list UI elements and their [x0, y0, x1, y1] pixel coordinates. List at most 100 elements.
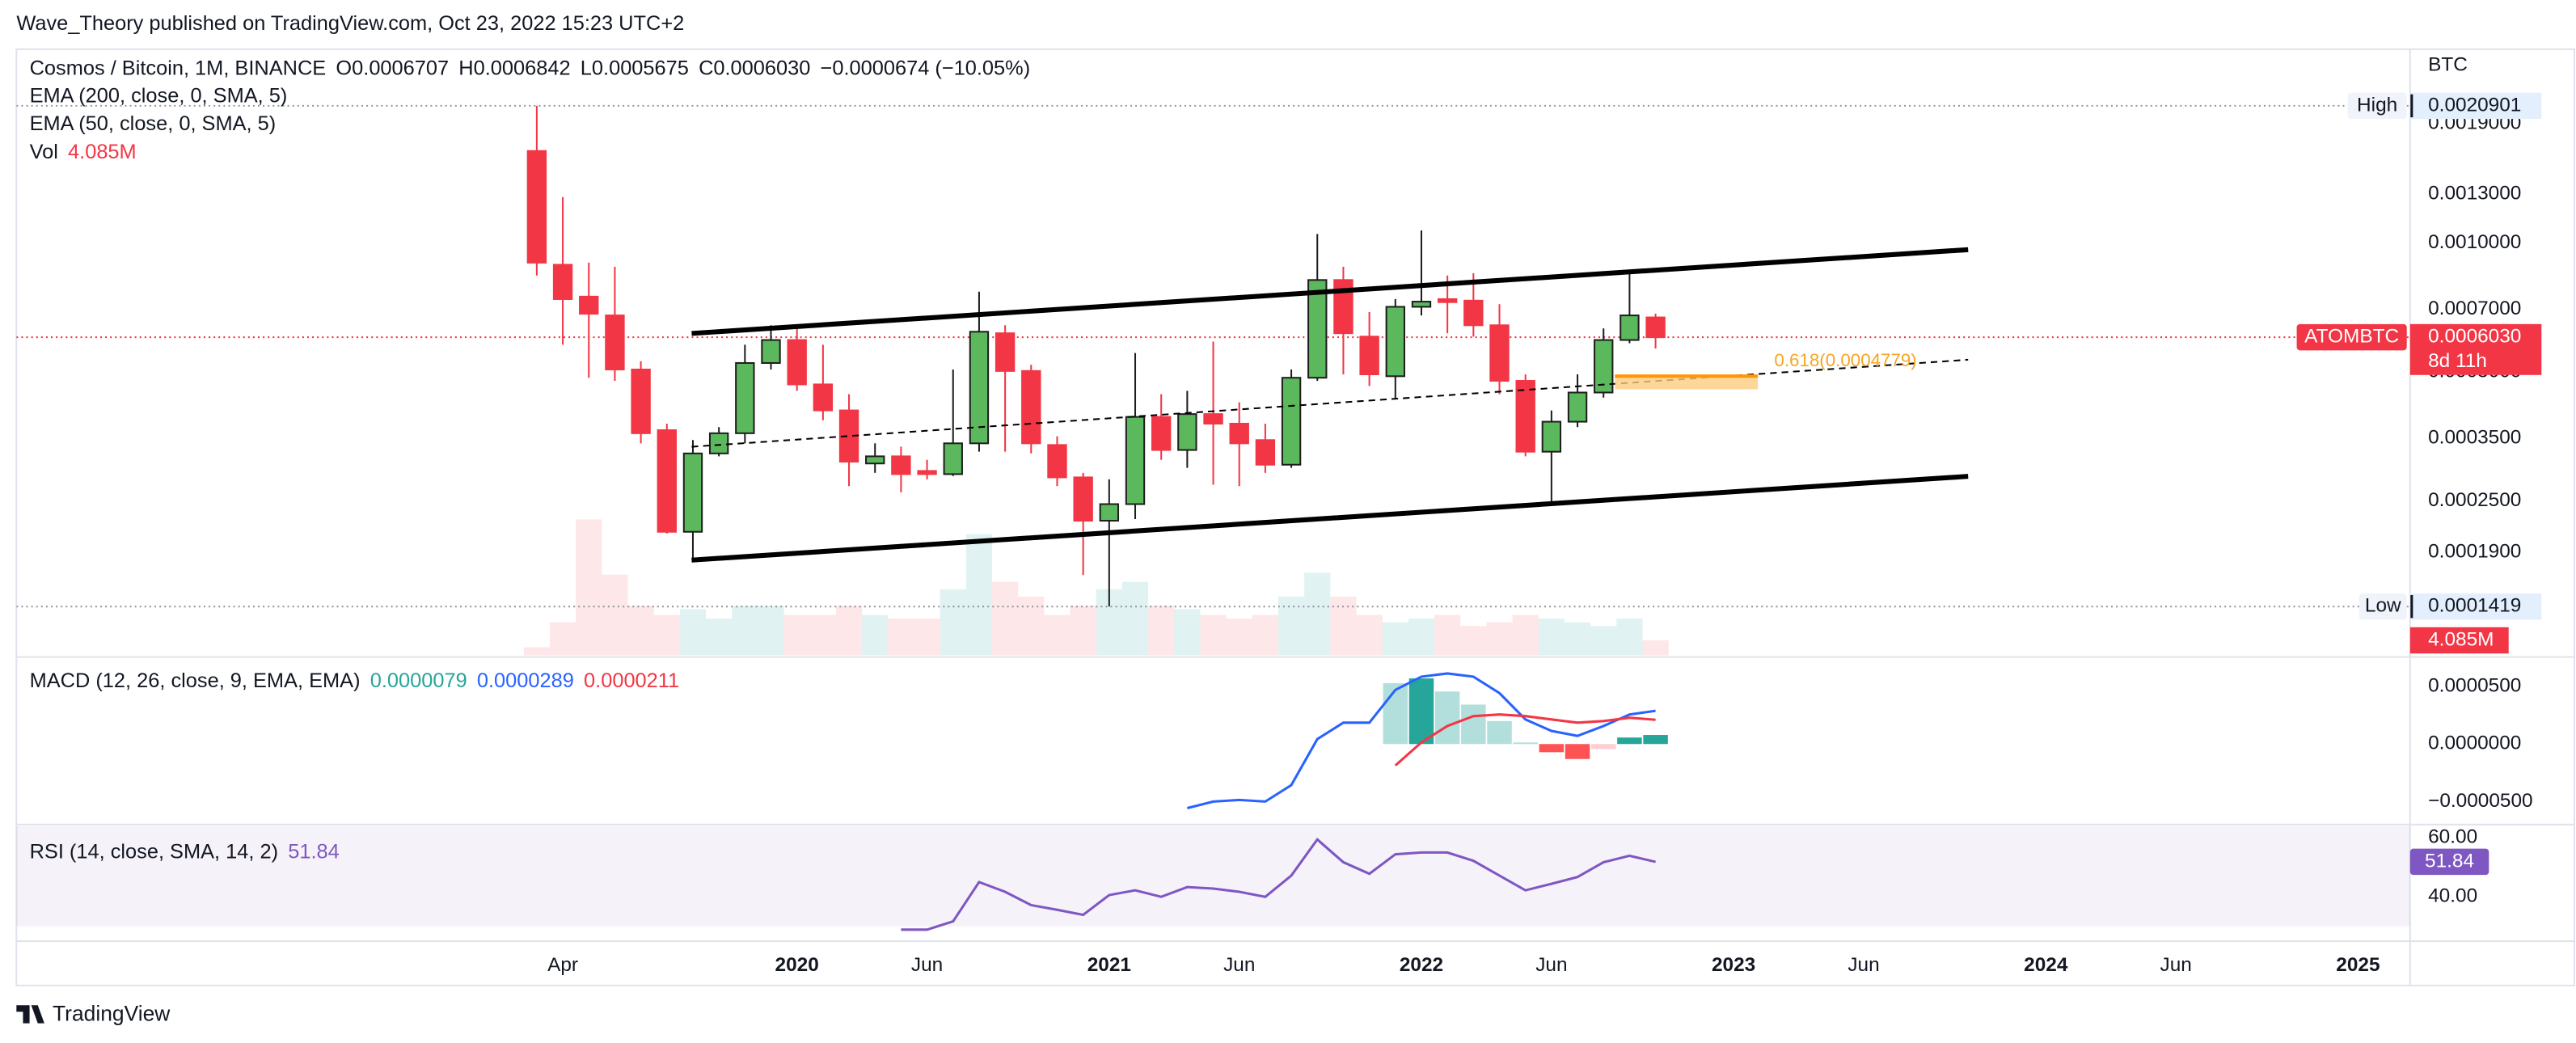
rsi-value-box — [2409, 848, 2489, 876]
volume-bar — [1460, 626, 1487, 656]
candle-body — [1151, 416, 1172, 451]
candle-body — [1073, 476, 1093, 522]
volume-bar — [1616, 619, 1643, 656]
candle-body — [761, 339, 781, 364]
volume-bar — [576, 519, 602, 656]
macd-line — [1394, 713, 1656, 766]
macd-histogram-bar — [1487, 720, 1512, 745]
candle-body — [1515, 380, 1535, 453]
macd-histogram-bar — [1461, 704, 1486, 745]
volume-bar — [914, 619, 940, 656]
volume-bar — [1564, 622, 1591, 656]
extreme-value-box — [2409, 593, 2542, 620]
candle-body — [787, 339, 807, 386]
channel-lower — [691, 474, 1969, 563]
candle-body — [526, 150, 547, 264]
candle-body — [1255, 439, 1276, 466]
y-tick-label: 0.0010000 — [2428, 231, 2521, 253]
ohlc-value: O0.0006707 — [336, 57, 449, 79]
drawings — [691, 247, 1969, 563]
fib-zone — [1615, 376, 1759, 390]
macd-histogram-bar — [1643, 735, 1668, 745]
macd-histogram-bar — [1617, 737, 1642, 745]
y-tick-label: 0.0001900 — [2428, 540, 2521, 562]
volume-bar — [835, 606, 863, 656]
volume-bar — [1252, 614, 1278, 656]
candle-body — [1541, 420, 1562, 453]
extreme-tag — [2359, 593, 2407, 620]
y-tick-label: −0.0000500 — [2428, 790, 2532, 812]
y-tick-label: 0.0002500 — [2428, 489, 2521, 511]
volume-bar — [1512, 614, 1539, 656]
rsi-value: 51.84 — [2425, 850, 2474, 872]
x-tick-label: Jun — [1848, 954, 1879, 976]
x-tick-label: Jun — [2160, 954, 2192, 976]
macd-histogram-bar — [1590, 744, 1616, 750]
ohlc-value: H0.0006842 — [458, 57, 570, 79]
volume-bar — [653, 614, 680, 656]
channel-mid — [691, 358, 1969, 448]
fib-label: 0.618(0.0004779) — [1774, 350, 1916, 370]
volume-bar — [1200, 614, 1227, 656]
rsi-pane — [16, 826, 2410, 931]
volume-bar — [783, 614, 810, 656]
macd-legend-value: 0.0000079 — [370, 669, 467, 692]
candle-body — [917, 470, 937, 475]
volume-bar — [1642, 640, 1669, 656]
volume-bar — [1408, 619, 1435, 656]
volume-bar — [888, 619, 914, 656]
volume-bar — [1121, 581, 1149, 656]
candle-body — [1359, 336, 1379, 375]
candle-body — [1125, 416, 1146, 505]
rsi-band — [16, 826, 2410, 927]
last-price: 0.0006030 — [2428, 326, 2521, 348]
volume-value: 4.085M — [2428, 628, 2494, 650]
candle-body — [1281, 377, 1302, 466]
footer-logo — [16, 1005, 44, 1024]
candle-body — [1594, 339, 1614, 394]
x-tick-label: 2024 — [2024, 954, 2068, 976]
y-tick-label: 0.0013000 — [2428, 183, 2521, 205]
candle-body — [813, 383, 834, 412]
volume-value-box — [2409, 627, 2509, 654]
volume-bar — [679, 609, 707, 656]
candle-body — [865, 455, 885, 465]
candle-body — [1645, 316, 1666, 339]
extreme-value: 0.0001419 — [2428, 595, 2521, 617]
volume-bar — [627, 606, 654, 656]
volume-bar — [602, 574, 628, 656]
volume-bar — [1356, 614, 1383, 656]
y-tick-label: 0.0000000 — [2428, 733, 2521, 754]
candle-body — [1047, 444, 1067, 479]
x-tick-label: 2022 — [1400, 954, 1443, 976]
axis-unit: BTC — [2428, 54, 2468, 76]
candle-body — [682, 452, 703, 533]
candle-body — [1411, 301, 1432, 308]
extreme-tag-text: Low — [2365, 595, 2401, 617]
volume-bar — [1486, 622, 1513, 656]
candle-body — [1567, 391, 1588, 423]
y-tick-label: 0.0003500 — [2428, 427, 2521, 449]
price-pane — [16, 104, 2410, 656]
y-tick-label: 0.0000500 — [2428, 675, 2521, 697]
candle-body — [708, 432, 729, 454]
logo-mark — [16, 1005, 44, 1024]
macd-histogram-bar — [1513, 742, 1538, 745]
macd-histogram-bar — [1539, 744, 1565, 753]
macd-title: MACD (12, 26, close, 9, EMA, EMA) — [30, 669, 361, 692]
volume-bar — [1174, 609, 1201, 656]
x-tick-label: Apr — [547, 954, 578, 976]
candle-body — [1203, 413, 1223, 425]
symbol-legend: Cosmos / Bitcoin, 1M, BINANCE O0.0006707 H… — [30, 57, 1031, 79]
x-tick-label: 2021 — [1087, 954, 1131, 976]
rsi-title: RSI (14, close, SMA, 14, 2) — [30, 840, 278, 863]
macd-line — [1186, 672, 1656, 809]
rsi-legend: RSI (14, close, SMA, 14, 2) 51.84 — [30, 840, 340, 863]
candle-body — [579, 295, 599, 315]
macd-histogram-bar — [1434, 691, 1460, 745]
extreme-value-box — [2409, 92, 2542, 120]
countdown: 8d 11h — [2428, 350, 2487, 372]
last-price-box — [2409, 323, 2542, 375]
volume-legend-value: 4.085M — [68, 141, 137, 163]
